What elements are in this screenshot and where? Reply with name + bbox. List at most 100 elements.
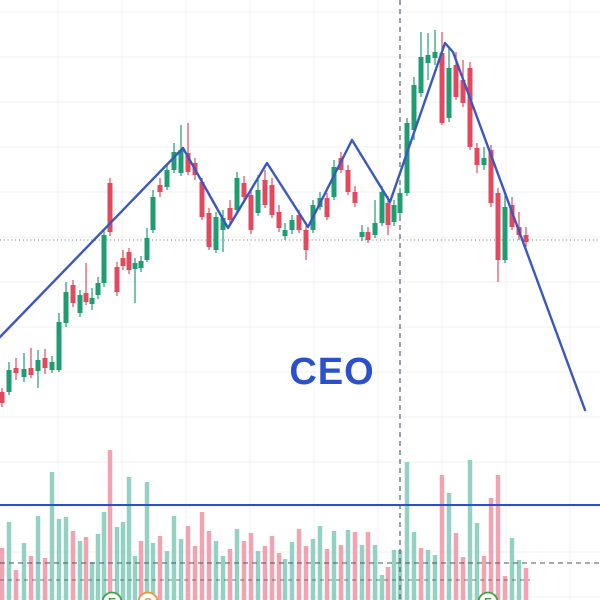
marker-letter: S: [144, 596, 152, 600]
volume-bar: [495, 475, 501, 600]
volume-bar: [28, 556, 34, 600]
candle-body: [132, 263, 138, 269]
volume-bar: [95, 534, 101, 600]
candle-body: [303, 230, 309, 250]
candle-body: [157, 185, 163, 192]
volume-bar: [411, 532, 417, 600]
candle-body: [488, 150, 494, 203]
event-markers: ESE: [101, 591, 499, 600]
volume-bar: [453, 533, 459, 600]
volume-bar: [282, 559, 288, 600]
volume-bar: [213, 541, 219, 600]
ceo-label[interactable]: CEO: [289, 351, 374, 393]
candle-body: [13, 368, 19, 373]
candle-body: [248, 195, 254, 230]
candle-body: [446, 68, 452, 118]
candle-body: [365, 232, 371, 240]
candle-body: [425, 55, 431, 63]
volume-bar: [255, 551, 261, 600]
candle-body: [453, 65, 459, 97]
volume-bar: [132, 556, 138, 600]
candle-body: [164, 170, 170, 187]
volume-bar: [227, 549, 233, 600]
volume-bar: [42, 558, 48, 600]
candle-body: [379, 192, 385, 223]
volume-bar: [262, 546, 268, 600]
candle-body: [345, 170, 351, 192]
marker-letter: E: [108, 596, 116, 600]
volume-bar: [372, 545, 378, 600]
volume-bar: [467, 460, 473, 600]
candle-body: [241, 183, 247, 197]
earnings-marker[interactable]: E: [477, 591, 499, 600]
candle-body: [107, 183, 113, 232]
candle-body: [331, 167, 337, 197]
candle-body: [269, 185, 275, 215]
candle-body: [460, 80, 466, 103]
volume-bar: [331, 531, 337, 600]
volume-bar: [446, 493, 452, 600]
volume-bar: [523, 568, 529, 600]
volume-bar: [460, 557, 466, 600]
candle-body: [199, 182, 205, 217]
volume-bar: [126, 477, 132, 600]
volume-bar: [185, 526, 191, 600]
earnings-marker[interactable]: E: [101, 591, 123, 600]
volume-bar: [338, 545, 344, 600]
candle-body: [502, 207, 508, 260]
volume-bar: [391, 550, 397, 600]
volume-bar: [77, 541, 83, 600]
volume-bar: [296, 529, 302, 600]
marker-circle: [137, 591, 159, 600]
candle-body: [495, 193, 501, 260]
volume-bar: [120, 522, 126, 600]
volume-bar: [241, 541, 247, 600]
volume-bar: [89, 562, 95, 600]
volume-bar: [157, 536, 163, 600]
candle-body: [114, 267, 120, 292]
volume-bar: [439, 475, 445, 600]
candle-body: [138, 261, 144, 268]
volume-bar: [56, 519, 62, 600]
candle-body: [289, 220, 295, 230]
volume-bar: [397, 550, 403, 600]
candle-body: [324, 198, 330, 217]
candle-body: [418, 57, 424, 93]
candle-body: [234, 178, 240, 210]
candle-body: [523, 235, 529, 242]
volume-bar: [70, 531, 76, 600]
volume-bar: [21, 543, 27, 600]
candle-body: [397, 193, 403, 213]
volume-bar: [192, 546, 198, 600]
candle-body: [77, 295, 83, 313]
candle-body: [467, 68, 473, 147]
candle-body: [150, 197, 156, 230]
volume-bar: [144, 482, 150, 600]
candle-body: [120, 258, 126, 266]
volume-bar: [138, 541, 144, 600]
volume-bar: [35, 516, 41, 600]
volume-bar: [0, 548, 5, 600]
trend-line[interactable]: [0, 41, 587, 412]
splits-marker[interactable]: S: [137, 591, 159, 600]
volume-bar: [418, 548, 424, 600]
volume-bar: [303, 546, 309, 600]
volume-bar: [101, 512, 107, 600]
candle-body: [21, 369, 27, 377]
marker-circle: [101, 591, 123, 600]
candle-body: [171, 152, 177, 170]
candle-body: [0, 392, 5, 403]
volume-bar: [404, 462, 410, 600]
volume-bar: [164, 551, 170, 600]
candle-body: [6, 370, 12, 392]
volume-bar: [324, 549, 330, 600]
volume-bar: [83, 537, 89, 600]
volume-bar: [220, 556, 226, 600]
volume-bar: [516, 560, 522, 600]
candle-body: [101, 235, 107, 283]
candle-body: [391, 205, 397, 222]
candle-body: [70, 285, 76, 303]
candle-body: [227, 208, 233, 220]
